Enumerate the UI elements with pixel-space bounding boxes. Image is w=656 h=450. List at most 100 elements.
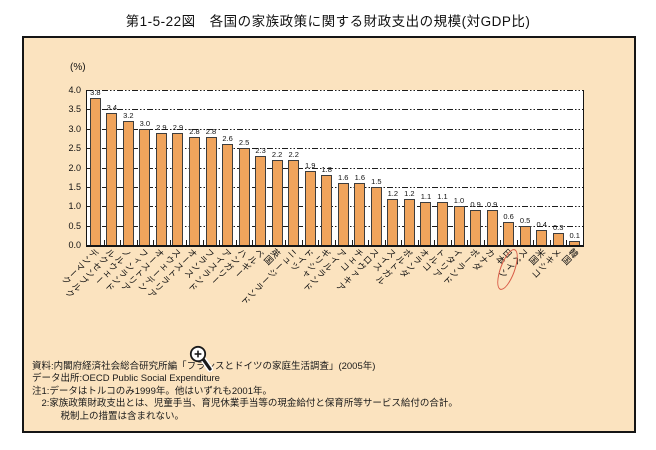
bar bbox=[255, 155, 267, 245]
x-axis-tick bbox=[202, 240, 204, 245]
bar bbox=[321, 175, 333, 245]
bar bbox=[436, 202, 448, 245]
x-axis-tick bbox=[500, 240, 502, 245]
bar bbox=[503, 221, 515, 245]
x-axis-tick bbox=[285, 240, 287, 245]
bar-value-label: 1.8 bbox=[321, 165, 332, 175]
footnote-line: 注1:データはトルコのみ1999年。他はいずれも2001年。 bbox=[32, 385, 273, 397]
gridline bbox=[87, 186, 583, 188]
figure-title: 第1-5-22図 各国の家族政策に関する財政支出の規模(対GDP比) bbox=[125, 14, 531, 29]
x-axis-tick bbox=[268, 240, 270, 245]
x-axis-tick bbox=[186, 240, 188, 245]
x-axis-tick bbox=[103, 240, 105, 245]
bar bbox=[205, 136, 217, 245]
bar bbox=[222, 144, 234, 245]
footnotes: 資料:内閣府経済社会総合研究所編「フランスとドイツの家庭生活調査」(2005年)… bbox=[32, 361, 627, 423]
bar-value-label: 1.5 bbox=[371, 176, 382, 186]
bar-value-label: 3.0 bbox=[139, 118, 151, 128]
bar bbox=[172, 132, 184, 245]
x-axis-tick bbox=[533, 240, 535, 245]
x-axis-tick bbox=[318, 240, 320, 245]
bar-value-label: 0.6 bbox=[503, 211, 514, 221]
bar bbox=[536, 229, 548, 245]
bar bbox=[552, 233, 564, 245]
x-axis-tick bbox=[549, 240, 551, 245]
bar bbox=[337, 183, 349, 245]
x-axis-tick bbox=[434, 240, 436, 245]
bar bbox=[470, 210, 482, 245]
x-axis-tick bbox=[301, 240, 303, 245]
gridline bbox=[87, 148, 583, 150]
bar bbox=[569, 241, 581, 245]
bar-value-label: 2.9 bbox=[172, 122, 184, 132]
x-axis-tick bbox=[483, 240, 485, 245]
footnote-line: 2:家族政策財政支出とは、児童手当、育児休業手当等の現金給付と保育所等サービス給… bbox=[32, 398, 458, 410]
bar-value-label: 1.1 bbox=[420, 192, 432, 202]
x-axis-tick bbox=[153, 240, 155, 245]
x-axis-label: 韓国 bbox=[559, 246, 580, 267]
bar-value-label: 1.0 bbox=[453, 196, 465, 206]
x-axis-tick bbox=[335, 240, 336, 245]
x-axis-tick bbox=[368, 240, 370, 245]
gridline bbox=[87, 128, 583, 130]
bar bbox=[453, 206, 465, 245]
bar-value-label: 2.2 bbox=[288, 149, 299, 159]
bar bbox=[139, 128, 151, 245]
gridline bbox=[87, 206, 583, 208]
footnote-line: データ出所:OECD Public Social Expenditure bbox=[32, 373, 220, 385]
bar-value-label: 1.6 bbox=[354, 173, 366, 182]
gridline bbox=[87, 167, 583, 169]
bar-value-label: 1.2 bbox=[387, 188, 399, 198]
x-axis-tick bbox=[235, 240, 237, 245]
x-axis-tick bbox=[136, 240, 138, 245]
x-axis-tick bbox=[252, 240, 254, 245]
chart-panel: (%) 0.0 0.5 1.0 1.5 2.0 2.5 3.0 3.5 4.0 3.8 デンマーク 3… bbox=[22, 36, 636, 433]
y-axis-label: 3.5 bbox=[68, 104, 81, 115]
bar bbox=[271, 159, 283, 245]
bar-value-label: 0.4 bbox=[536, 219, 547, 229]
bar-value-label: 2.5 bbox=[238, 138, 250, 148]
footnote-line: 資料:内閣府経済社会総合研究所編「フランスとドイツの家庭生活調査」(2005年) bbox=[32, 361, 376, 372]
bar bbox=[188, 136, 200, 245]
x-axis-tick bbox=[219, 240, 221, 245]
y-axis-unit-label: (%) bbox=[70, 62, 86, 73]
bar bbox=[354, 183, 366, 245]
bar bbox=[288, 159, 300, 245]
bar-value-label: 2.8 bbox=[205, 126, 217, 136]
bar-value-label: 0.9 bbox=[486, 200, 498, 210]
x-axis-tick bbox=[384, 240, 386, 245]
x-axis-tick bbox=[450, 240, 452, 245]
bar bbox=[106, 113, 118, 245]
bar-value-label: 0.5 bbox=[519, 215, 531, 225]
bar-value-label: 1.2 bbox=[404, 188, 415, 198]
bar-value-label: 3.8 bbox=[90, 87, 101, 97]
zoom-in-cursor-icon bbox=[189, 345, 213, 372]
bar-value-label: 3.2 bbox=[123, 111, 134, 120]
plot-area: 0.0 0.5 1.0 1.5 2.0 2.5 3.0 3.5 4.0 3.8 デンマーク 3.4 ルク… bbox=[60, 85, 584, 307]
bar bbox=[238, 148, 250, 245]
bar bbox=[122, 121, 134, 245]
bar bbox=[420, 202, 432, 245]
gridline bbox=[87, 109, 583, 111]
bar-value-label: 2.8 bbox=[189, 126, 200, 136]
x-axis-tick bbox=[467, 240, 469, 245]
y-axis-label: 1.0 bbox=[68, 201, 81, 212]
bar bbox=[89, 97, 101, 245]
y-axis-label: 0.5 bbox=[68, 220, 81, 231]
bar-value-label: 2.9 bbox=[156, 122, 167, 132]
gridline bbox=[87, 225, 583, 227]
x-axis-tick bbox=[566, 240, 568, 245]
bar-value-label: 0.3 bbox=[552, 223, 564, 233]
y-axis-label: 2.5 bbox=[68, 143, 81, 154]
x-axis-tick bbox=[120, 240, 122, 245]
y-axis-label: 0.0 bbox=[68, 240, 81, 250]
bar bbox=[519, 225, 531, 245]
gridline bbox=[87, 90, 583, 91]
bar bbox=[486, 210, 498, 245]
bar-value-label: 1.9 bbox=[304, 161, 316, 171]
y-axis-label: 3.0 bbox=[68, 123, 81, 134]
bar-value-label: 0.9 bbox=[470, 200, 481, 210]
y-axis-label: 1.5 bbox=[68, 181, 81, 192]
bar-value-label: 2.3 bbox=[255, 145, 266, 155]
